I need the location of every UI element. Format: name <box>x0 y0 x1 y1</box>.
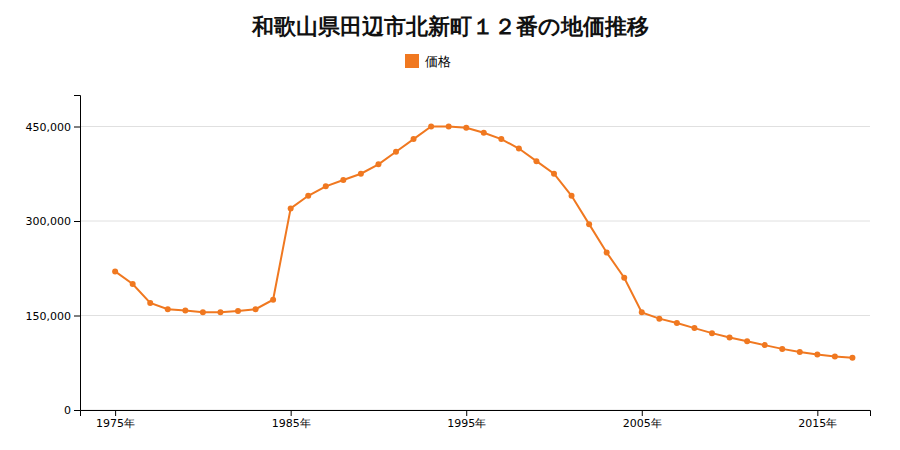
plot-area: 1975年 1985年 1995年 2005年 2015年 0 150,000 300,000… <box>26 96 871 430</box>
line <box>115 127 852 358</box>
marker <box>411 136 417 142</box>
marker <box>358 171 364 177</box>
x-tick-mark <box>817 410 818 416</box>
grid-line <box>80 126 870 127</box>
legend: 価格 <box>405 54 451 69</box>
marker <box>305 193 311 199</box>
y-tick-label: 450,000 <box>26 121 72 134</box>
y-axis: 0 150,000 300,000 450,000 <box>26 96 81 418</box>
marker <box>744 338 750 344</box>
marker <box>182 307 188 313</box>
marker <box>375 161 381 167</box>
marker <box>463 125 469 131</box>
y-axis-line <box>74 96 81 411</box>
x-tick-label: 1995年 <box>447 417 486 430</box>
grid <box>80 127 870 411</box>
x-axis-line <box>81 411 871 417</box>
marker <box>270 297 276 303</box>
marker <box>446 124 452 130</box>
marker <box>533 158 539 164</box>
marker <box>253 306 259 312</box>
marker <box>621 275 627 281</box>
marker <box>691 325 697 331</box>
x-tick-label: 2005年 <box>623 417 662 430</box>
grid-line <box>80 315 870 316</box>
marker <box>217 309 223 315</box>
y-tick: 150,000 <box>26 310 81 323</box>
marker <box>779 346 785 352</box>
y-tick-mark <box>74 410 80 411</box>
marker <box>147 300 153 306</box>
x-tick-mark <box>115 410 116 416</box>
legend-label: 価格 <box>425 54 451 69</box>
marker <box>130 281 136 287</box>
marker <box>656 316 662 322</box>
marker <box>112 268 118 274</box>
marker <box>200 309 206 315</box>
marker <box>797 349 803 355</box>
markers <box>112 124 855 361</box>
marker <box>604 250 610 256</box>
marker <box>569 193 575 199</box>
y-tick-mark <box>74 221 80 222</box>
y-tick: 0 <box>64 404 80 417</box>
marker <box>481 130 487 136</box>
marker <box>674 320 680 326</box>
y-tick-mark <box>74 127 80 128</box>
legend-swatch <box>405 54 419 68</box>
marker <box>323 183 329 189</box>
marker <box>551 171 557 177</box>
marker <box>849 355 855 361</box>
x-tick: 1985年 <box>272 410 311 430</box>
marker <box>288 205 294 211</box>
y-tick-label: 300,000 <box>26 215 72 228</box>
marker <box>762 342 768 348</box>
marker <box>165 306 171 312</box>
marker <box>498 136 504 142</box>
x-tick: 1975年 <box>96 410 135 430</box>
marker <box>340 177 346 183</box>
y-tick: 450,000 <box>26 121 81 134</box>
legend-item: 価格 <box>405 54 451 69</box>
x-tick: 2005年 <box>623 410 662 430</box>
y-tick-mark <box>74 316 80 317</box>
marker <box>639 309 645 315</box>
x-tick-mark <box>466 410 467 416</box>
x-tick-label: 1985年 <box>272 417 311 430</box>
grid-line <box>80 221 870 222</box>
marker <box>727 335 733 341</box>
marker <box>832 353 838 359</box>
marker <box>709 330 715 336</box>
x-tick-label: 2015年 <box>798 417 837 430</box>
chart: 1975年 1985年 1995年 2005年 2015年 0 150,000 300,000… <box>0 0 900 450</box>
marker <box>393 149 399 155</box>
marker <box>235 308 241 314</box>
x-axis: 1975年 1985年 1995年 2005年 2015年 <box>81 410 871 430</box>
y-tick: 300,000 <box>26 215 81 228</box>
x-tick: 1995年 <box>447 410 486 430</box>
marker <box>814 352 820 358</box>
title: 和歌山県田辺市北新町１２番の地価推移 <box>251 14 649 39</box>
marker <box>586 221 592 227</box>
marker <box>516 146 522 152</box>
x-tick: 2015年 <box>798 410 837 430</box>
y-tick-label: 0 <box>64 404 71 417</box>
y-tick-label: 150,000 <box>26 310 72 323</box>
x-tick-mark <box>291 410 292 416</box>
series-group <box>112 124 855 361</box>
x-tick-mark <box>642 410 643 416</box>
x-tick-label: 1975年 <box>96 417 135 430</box>
marker <box>428 124 434 130</box>
